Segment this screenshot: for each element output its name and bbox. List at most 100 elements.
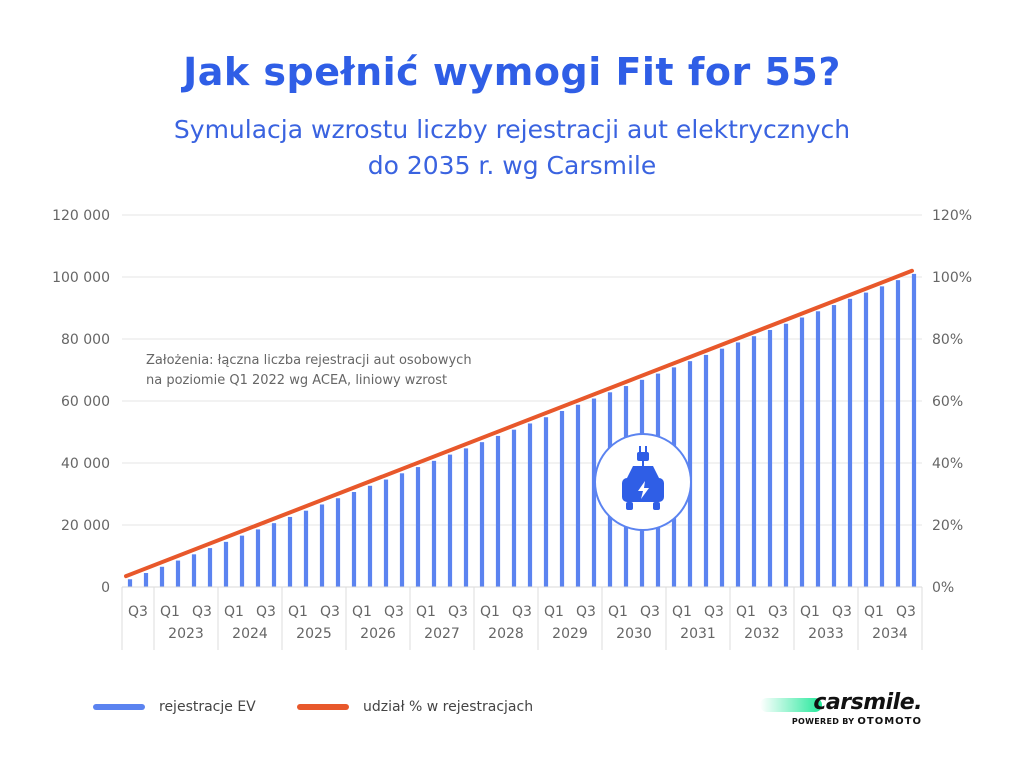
- ev-bar: [463, 448, 469, 587]
- ev-bar: [479, 442, 485, 587]
- x-quarter-label: Q3: [512, 604, 532, 620]
- ev-bar: [799, 317, 805, 587]
- ev-bar: [431, 460, 437, 587]
- ev-car-wheel-right: [653, 502, 660, 510]
- ev-bar: [559, 410, 565, 587]
- y-right-tick-label: 20%: [932, 518, 963, 534]
- x-quarter-label: Q1: [224, 604, 244, 620]
- chart-annotation: Założenia: łączna liczba rejestracji aut…: [146, 353, 472, 368]
- x-quarter-label: Q1: [288, 604, 308, 620]
- x-year-label: 2032: [744, 626, 780, 642]
- y-right-tick-label: 0%: [932, 580, 954, 596]
- ev-bar: [591, 398, 597, 587]
- ev-bar: [911, 273, 917, 587]
- x-quarter-label: Q3: [128, 604, 148, 620]
- legend-swatch-ev: [93, 704, 145, 710]
- ev-bar: [527, 423, 533, 587]
- x-quarter-label: Q1: [352, 604, 372, 620]
- ev-bar: [143, 573, 149, 587]
- ev-bar: [575, 404, 581, 587]
- subtitle-line-1: Symulacja wzrostu liczby rejestracji aut…: [173, 115, 851, 144]
- ev-bar: [543, 417, 549, 587]
- ev-bar: [719, 348, 725, 587]
- y-left-tick-label: 40 000: [61, 456, 110, 472]
- legend-item-ev: rejestracje EV: [93, 696, 256, 718]
- ev-plug-head: [637, 452, 649, 461]
- x-quarter-label: Q3: [896, 604, 916, 620]
- y-left-tick-label: 120 000: [52, 208, 110, 224]
- x-quarter-label: Q3: [448, 604, 468, 620]
- x-year-label: 2023: [168, 626, 204, 642]
- legend-label-share: udział % w rejestracjach: [363, 699, 534, 715]
- x-quarter-label: Q3: [768, 604, 788, 620]
- ev-bar: [287, 516, 293, 587]
- y-left-tick-label: 60 000: [61, 394, 110, 410]
- ev-bar: [783, 323, 789, 587]
- x-year-label: 2029: [552, 626, 588, 642]
- chart-annotation: na poziomie Q1 2022 wg ACEA, liniowy wzr…: [146, 373, 447, 388]
- x-quarter-label: Q3: [384, 604, 404, 620]
- y-right-tick-label: 120%: [932, 208, 972, 224]
- x-quarter-label: Q3: [192, 604, 212, 620]
- x-quarter-label: Q1: [160, 604, 180, 620]
- x-quarter-label: Q3: [576, 604, 596, 620]
- x-quarter-label: Q1: [736, 604, 756, 620]
- ev-bar: [175, 560, 181, 587]
- ev-plug-pin: [639, 446, 641, 453]
- x-year-label: 2025: [296, 626, 332, 642]
- ev-bar: [335, 498, 341, 587]
- ev-bar: [879, 286, 885, 587]
- page-subtitle: Symulacja wzrostu liczby rejestracji aut…: [0, 112, 1024, 184]
- ev-bar: [847, 298, 853, 587]
- y-left-tick-label: 0: [101, 580, 110, 596]
- x-year-label: 2033: [808, 626, 844, 642]
- ev-bolt-icon: [638, 481, 649, 499]
- x-quarter-label: Q3: [640, 604, 660, 620]
- x-year-label: 2031: [680, 626, 716, 642]
- x-year-label: 2028: [488, 626, 524, 642]
- x-quarter-label: Q1: [608, 604, 628, 620]
- ev-bar: [223, 541, 229, 587]
- x-year-label: 2027: [424, 626, 460, 642]
- x-quarter-label: Q3: [832, 604, 852, 620]
- y-left-tick-label: 20 000: [61, 518, 110, 534]
- ev-bar: [367, 485, 373, 587]
- brand-name: carsmile.: [813, 690, 922, 715]
- y-right-tick-label: 80%: [932, 332, 963, 348]
- ev-bar: [319, 504, 325, 587]
- ev-bar: [735, 342, 741, 587]
- x-quarter-label: Q1: [416, 604, 436, 620]
- ev-bar: [495, 435, 501, 587]
- x-quarter-label: Q3: [256, 604, 276, 620]
- ev-plug-cord: [642, 460, 644, 466]
- ev-bar: [511, 429, 517, 587]
- brand-powered-by: POWERED BY OTOMOTO: [792, 716, 922, 727]
- y-left-tick-label: 100 000: [52, 270, 110, 286]
- ev-bar: [447, 454, 453, 587]
- y-right-tick-label: 100%: [932, 270, 972, 286]
- ev-car-roof: [627, 466, 659, 478]
- legend-label-ev: rejestracje EV: [159, 699, 256, 715]
- ev-bar: [767, 329, 773, 587]
- x-quarter-label: Q1: [672, 604, 692, 620]
- ev-bar: [895, 280, 901, 587]
- x-quarter-label: Q3: [704, 604, 724, 620]
- brand-partner: OTOMOTO: [857, 716, 922, 727]
- ev-bar: [239, 535, 245, 587]
- x-year-label: 2024: [232, 626, 268, 642]
- ev-bar: [703, 354, 709, 587]
- ev-bar: [383, 479, 389, 587]
- x-year-label: 2034: [872, 626, 908, 642]
- x-quarter-label: Q1: [800, 604, 820, 620]
- ev-bar: [127, 579, 133, 587]
- x-year-label: 2030: [616, 626, 652, 642]
- ev-bar: [863, 292, 869, 587]
- y-right-tick-label: 60%: [932, 394, 963, 410]
- ev-bar: [415, 467, 421, 587]
- x-year-label: 2026: [360, 626, 396, 642]
- ev-bar: [815, 311, 821, 587]
- page-title: Jak spełnić wymogi Fit for 55?: [183, 50, 841, 94]
- ev-bar: [351, 492, 357, 587]
- y-left-tick-label: 80 000: [61, 332, 110, 348]
